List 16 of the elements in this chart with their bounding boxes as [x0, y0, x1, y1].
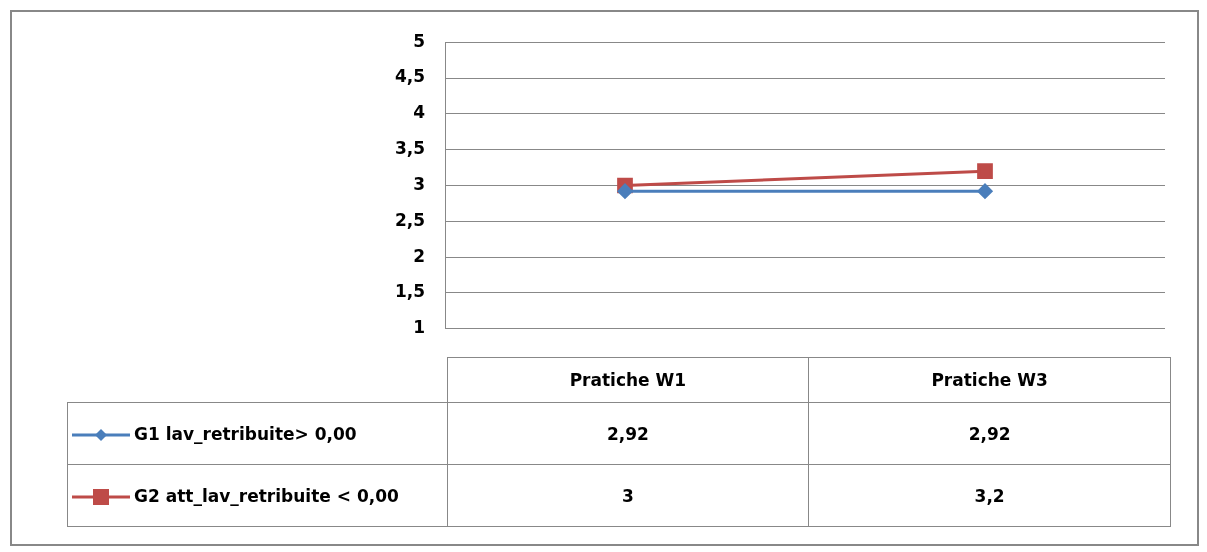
- data-label: 2,92: [447, 402, 809, 465]
- y-tick-label: 3,5: [394, 138, 425, 159]
- x-tick-label: Pratiche W1: [447, 357, 809, 403]
- y-tick-label: 2: [413, 245, 425, 266]
- legend-label: G1 lav_retribuite> 0,00: [134, 423, 357, 444]
- y-tick-label: 2,5: [394, 209, 425, 230]
- y-tick-label: 3: [413, 173, 425, 194]
- x-tick-label: Pratiche W3: [808, 357, 1171, 403]
- y-tick-label: 1: [413, 317, 425, 338]
- y-tick-label: 5: [413, 30, 425, 51]
- data-label: 2,92: [808, 402, 1171, 465]
- y-tick-label: 4,5: [394, 66, 425, 87]
- legend-label: G2 att_lav_retribuite < 0,00: [134, 485, 399, 506]
- y-tick-label: 4: [413, 102, 426, 123]
- data-label: 3,2: [808, 464, 1171, 527]
- y-tick-label: 1,5: [394, 281, 425, 302]
